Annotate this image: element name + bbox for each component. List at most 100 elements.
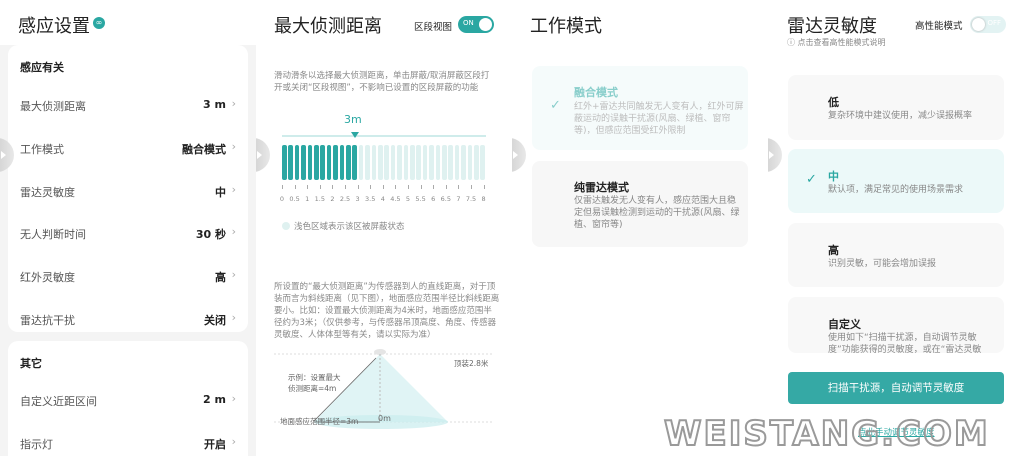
distance-segment[interactable] [326, 145, 332, 180]
distance-segment[interactable] [333, 145, 338, 180]
sensitivity-option[interactable]: 中默认项，满足常见的使用场景需求 ✓ [788, 149, 1004, 213]
side-handle[interactable] [256, 138, 270, 172]
option-desc: 识别灵敏，可能会增加误报 [828, 259, 937, 269]
side-handle[interactable] [0, 138, 14, 172]
tick-label: 6.5 [440, 195, 451, 203]
tick-mark [445, 185, 447, 189]
distance-segment[interactable] [422, 145, 428, 180]
distance-segment[interactable] [416, 145, 421, 180]
tick-mark [458, 185, 460, 189]
settings-row[interactable]: 红外灵敏度 高 › [8, 261, 248, 291]
detection-diagram [274, 349, 494, 429]
distance-segment[interactable] [467, 145, 473, 180]
radius-label: 地面感应范围半径=3m [280, 417, 359, 426]
scan-interference-button[interactable]: 扫描干扰源，自动调节灵敏度 [788, 372, 1004, 404]
distance-segment[interactable] [384, 145, 389, 180]
tick-label: 2 [330, 195, 335, 203]
row-label: 雷达抗干扰 [20, 314, 75, 327]
distance-segment[interactable] [448, 145, 453, 180]
legend-text: 浅色区域表示该区被屏蔽状态 [294, 222, 405, 232]
distance-segment[interactable] [461, 145, 466, 180]
distance-segment[interactable] [339, 145, 345, 180]
settings-row[interactable]: 最大侦测距离 3 m › [8, 90, 248, 120]
settings-row[interactable]: 自定义近距区间 2 m › [8, 385, 248, 415]
page-title: 工作模式 [530, 16, 602, 37]
tick-label: 4 [380, 195, 385, 203]
distance-segment[interactable] [294, 145, 300, 180]
row-label: 红外灵敏度 [20, 271, 75, 284]
row-value: 关闭 [204, 314, 226, 327]
settings-row[interactable]: 雷达抗干扰 关闭 › [8, 304, 248, 334]
tick-label: 3 [355, 195, 360, 203]
distance-segment[interactable] [307, 145, 313, 180]
segment-view-label: 区段视图 [414, 22, 453, 33]
sensitivity-option[interactable]: 自定义使用如下“扫描干扰源，自动调节灵敏度”功能获得的灵敏度，或在“雷达灵敏 [788, 297, 1004, 353]
mode-option[interactable]: 融合模式 红外+雷达共同触发无人变有人，红外可屏蔽运动的误触干扰源(风扇、绿植、窗… [532, 66, 748, 150]
slider-track[interactable] [282, 135, 486, 137]
distance-segment[interactable] [314, 145, 319, 180]
option-desc: 复杂环境中建议使用，减少误报概率 [828, 111, 973, 121]
distance-segment[interactable] [352, 145, 357, 180]
tick-mark [483, 185, 485, 189]
page-title: 感应设置 [18, 16, 90, 37]
section-title: 其它 [20, 357, 42, 370]
distance-segment[interactable] [480, 145, 485, 180]
chevron-right-icon: › [231, 183, 236, 196]
distance-segment[interactable] [320, 145, 325, 180]
tick-mark [294, 185, 296, 189]
origin-label: 0m [378, 414, 391, 423]
info-icon: ⓘ [787, 38, 798, 47]
distance-segment[interactable] [442, 145, 447, 180]
distance-segment[interactable] [358, 145, 364, 180]
mode-option[interactable]: 纯雷达模式 仅雷达触发无人变有人，感应范围大且稳定但易误触检测到运动的干扰源(风扇… [532, 161, 748, 247]
distance-segment[interactable] [454, 145, 460, 180]
distance-segment[interactable] [403, 145, 409, 180]
side-handle[interactable] [512, 138, 526, 172]
option-desc: 使用如下“扫描干扰源，自动调节灵敏度”功能获得的灵敏度，或在“雷达灵敏 [828, 333, 982, 353]
distance-segment[interactable] [365, 145, 370, 180]
row-value: 高 [215, 271, 226, 284]
distance-segment[interactable] [390, 145, 396, 180]
page-title: 雷达灵敏度 [787, 16, 877, 37]
distance-segment[interactable] [410, 145, 415, 180]
link-icon[interactable]: ∞ [93, 17, 105, 29]
high-performance-toggle[interactable]: OFF [970, 16, 1006, 33]
manual-adjust-link[interactable]: 点此手动调节灵敏度 [858, 428, 935, 438]
distance-segment[interactable] [301, 145, 306, 180]
option-desc: 默认项，满足常见的使用场景需求 [828, 185, 964, 195]
sensitivity-option[interactable]: 高识别灵敏，可能会增加误报 [788, 223, 1004, 287]
row-label: 自定义近距区间 [20, 395, 97, 408]
row-label: 无人判断时间 [20, 228, 86, 241]
sensitivity-option[interactable]: 低复杂环境中建议使用，减少误报概率 [788, 75, 1004, 140]
settings-row[interactable]: 无人判断时间 30 秒 › [8, 218, 248, 248]
distance-segment[interactable] [282, 145, 287, 180]
distance-segment[interactable] [288, 145, 293, 180]
settings-row[interactable]: 指示灯 开启 › [8, 428, 248, 456]
row-label: 最大侦测距离 [20, 100, 86, 113]
settings-row[interactable]: 工作模式 融合模式 › [8, 133, 248, 163]
settings-row[interactable]: 雷达灵敏度 中 › [8, 176, 248, 206]
tick-label: 1 [305, 195, 310, 203]
sensor-icon [374, 349, 386, 355]
slider-value: 3m [344, 113, 362, 126]
tick-label: 8 [481, 195, 486, 203]
slider-thumb[interactable] [351, 132, 359, 138]
option-title: 自定义 [828, 318, 861, 331]
distance-segment[interactable] [397, 145, 402, 180]
settings-card-sensing: 感应有关 最大侦测距离 3 m › 工作模式 融合模式 › 雷达灵敏度 中 › 无人判断时间 30 秒… [8, 45, 248, 332]
distance-segment[interactable] [429, 145, 434, 180]
sensing-settings-screen: 感应设置 ∞ 感应有关 最大侦测距离 3 m › 工作模式 融合模式 › 雷达灵敏度中 › 无人判… [0, 0, 256, 456]
distance-segment[interactable] [435, 145, 441, 180]
distance-segment[interactable] [346, 145, 351, 180]
side-handle[interactable] [768, 138, 782, 172]
chevron-right-icon: › [231, 225, 236, 238]
tick-mark [433, 185, 435, 189]
tick-label: 0 [279, 195, 285, 203]
distance-segment[interactable] [371, 145, 377, 180]
info-link[interactable]: ⓘ 点击查看高性能模式说明 [787, 38, 886, 47]
distance-segment[interactable] [378, 145, 383, 180]
distance-segment[interactable] [474, 145, 479, 180]
chevron-right-icon: › [231, 392, 236, 405]
tick-mark [408, 185, 409, 189]
segment-view-toggle[interactable]: ON [458, 16, 494, 33]
